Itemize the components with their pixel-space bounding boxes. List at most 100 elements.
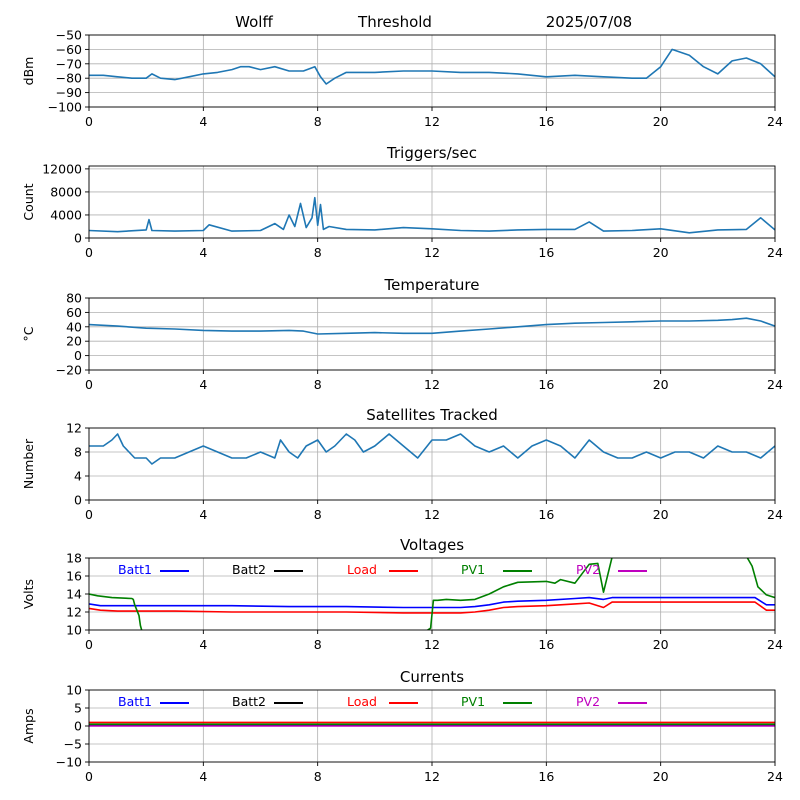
- x-tick-label: 0: [85, 769, 93, 784]
- y-tick-label: 0: [74, 493, 82, 508]
- series-group: [89, 558, 775, 630]
- legend-label-batt2: Batt2: [232, 694, 266, 709]
- y-axis-label: Amps: [21, 708, 36, 743]
- panel-title: Triggers/sec: [386, 144, 477, 162]
- y-tick-label: 4: [74, 469, 82, 484]
- header-station: Wolff: [235, 13, 273, 31]
- y-tick-label: 0: [74, 231, 82, 246]
- series-group: [89, 196, 775, 234]
- y-tick-label: 10: [66, 683, 82, 698]
- y-tick-label: 0: [74, 348, 82, 363]
- x-tick-label: 0: [85, 637, 93, 652]
- y-tick-label: 10: [66, 623, 82, 638]
- panel-currents: Currents 0 4 8 12 16 20 24 −10 −5 0 5 10 Amps Batt1 Bat…: [21, 668, 783, 784]
- x-tick-label: 8: [314, 377, 322, 392]
- panel-triggers: Triggers/sec 0 4 8 12 16 20 24 0 4000 8000 12000 Cou…: [21, 144, 783, 260]
- y-tick-label: −90: [56, 85, 82, 100]
- series-line-load: [89, 601, 775, 614]
- y-tick-label: −70: [56, 56, 82, 71]
- series-group: [89, 721, 775, 727]
- panel-title: Voltages: [400, 536, 464, 554]
- axes-frame: [88, 427, 776, 501]
- y-tick-label: −10: [56, 755, 82, 770]
- panel-title: Currents: [400, 668, 464, 686]
- header-date: 2025/07/08: [546, 13, 632, 31]
- series-group: [89, 48, 775, 85]
- x-tick-label: 4: [199, 507, 207, 522]
- y-tick-label: 14: [66, 587, 82, 602]
- x-tick-label: 12: [424, 507, 440, 522]
- y-tick-label: −20: [56, 363, 82, 378]
- x-tick-label: 4: [199, 245, 207, 260]
- x-tick-label: 12: [424, 377, 440, 392]
- x-tick-label: 24: [767, 245, 783, 260]
- series-group: [89, 433, 775, 465]
- panel-title: Temperature: [383, 276, 479, 294]
- x-tick-label: 16: [538, 769, 554, 784]
- series-line-data: [89, 196, 775, 234]
- y-tick-label: 16: [66, 569, 82, 584]
- x-tick-label: 24: [767, 377, 783, 392]
- series-line-data: [89, 48, 775, 85]
- series-group: [89, 317, 775, 335]
- series-line-batt1: [89, 596, 775, 609]
- x-tick-label: 12: [424, 114, 440, 129]
- axes-frame: [88, 34, 776, 108]
- y-tick-label: 12: [66, 605, 82, 620]
- legend-label-pv2: PV2: [576, 562, 600, 577]
- y-axis-label: Number: [21, 438, 36, 489]
- y-tick-label: −5: [64, 737, 82, 752]
- x-tick-label: 12: [424, 245, 440, 260]
- y-tick-label: 40: [66, 319, 82, 334]
- x-tick-label: 0: [85, 507, 93, 522]
- x-tick-label: 8: [314, 769, 322, 784]
- y-tick-label: −80: [56, 71, 82, 86]
- x-tick-label: 12: [424, 769, 440, 784]
- x-tick-label: 20: [653, 377, 669, 392]
- series-line-pv1: [89, 558, 775, 630]
- panel-satellites: Satellites Tracked 0 4 8 12 16 20 24 0 4 8 12 Number: [21, 406, 783, 522]
- x-tick-label: 24: [767, 637, 783, 652]
- x-tick-label: 12: [424, 637, 440, 652]
- axes-frame: [88, 689, 776, 763]
- y-tick-label: −60: [56, 42, 82, 57]
- legend-label-pv1: PV1: [461, 694, 485, 709]
- panel-title: Satellites Tracked: [366, 406, 497, 424]
- y-tick-label: 4000: [50, 207, 82, 222]
- x-tick-label: 16: [538, 637, 554, 652]
- x-tick-label: 16: [538, 507, 554, 522]
- x-tick-label: 16: [538, 245, 554, 260]
- x-tick-label: 20: [653, 637, 669, 652]
- x-tick-label: 4: [199, 377, 207, 392]
- y-tick-label: 12: [66, 421, 82, 436]
- series-line-data: [89, 317, 775, 335]
- y-tick-label: −100: [48, 100, 82, 115]
- y-tick-label: 60: [66, 305, 82, 320]
- legend-label-pv2: PV2: [576, 694, 600, 709]
- x-tick-label: 20: [653, 769, 669, 784]
- x-tick-label: 16: [538, 377, 554, 392]
- y-tick-label: −50: [56, 28, 82, 43]
- x-tick-label: 24: [767, 507, 783, 522]
- y-axis-label: °C: [21, 326, 36, 341]
- legend-label-pv1: PV1: [461, 562, 485, 577]
- y-axis-label: Count: [21, 183, 36, 220]
- y-tick-label: 12000: [42, 161, 82, 176]
- x-tick-label: 0: [85, 245, 93, 260]
- x-tick-label: 4: [199, 637, 207, 652]
- legend-label-batt1: Batt1: [118, 562, 152, 577]
- panel-signal: 0 4 8 12 16 20 24 −50−60−70−80−90−100 dBm: [21, 28, 783, 130]
- x-tick-label: 4: [199, 114, 207, 129]
- legend-label-batt1: Batt1: [118, 694, 152, 709]
- axes-frame: [88, 165, 776, 239]
- y-tick-label: 8000: [50, 184, 82, 199]
- y-tick-label: 80: [66, 291, 82, 306]
- y-tick-label: 18: [66, 551, 82, 566]
- x-tick-label: 8: [314, 637, 322, 652]
- x-tick-label: 4: [199, 769, 207, 784]
- panel-voltages: Voltages 0 4 8 12 16 20 24 10 12 14 16 18 Volts Batt1 B…: [21, 536, 783, 652]
- y-tick-label: 20: [66, 334, 82, 349]
- legend-label-batt2: Batt2: [232, 562, 266, 577]
